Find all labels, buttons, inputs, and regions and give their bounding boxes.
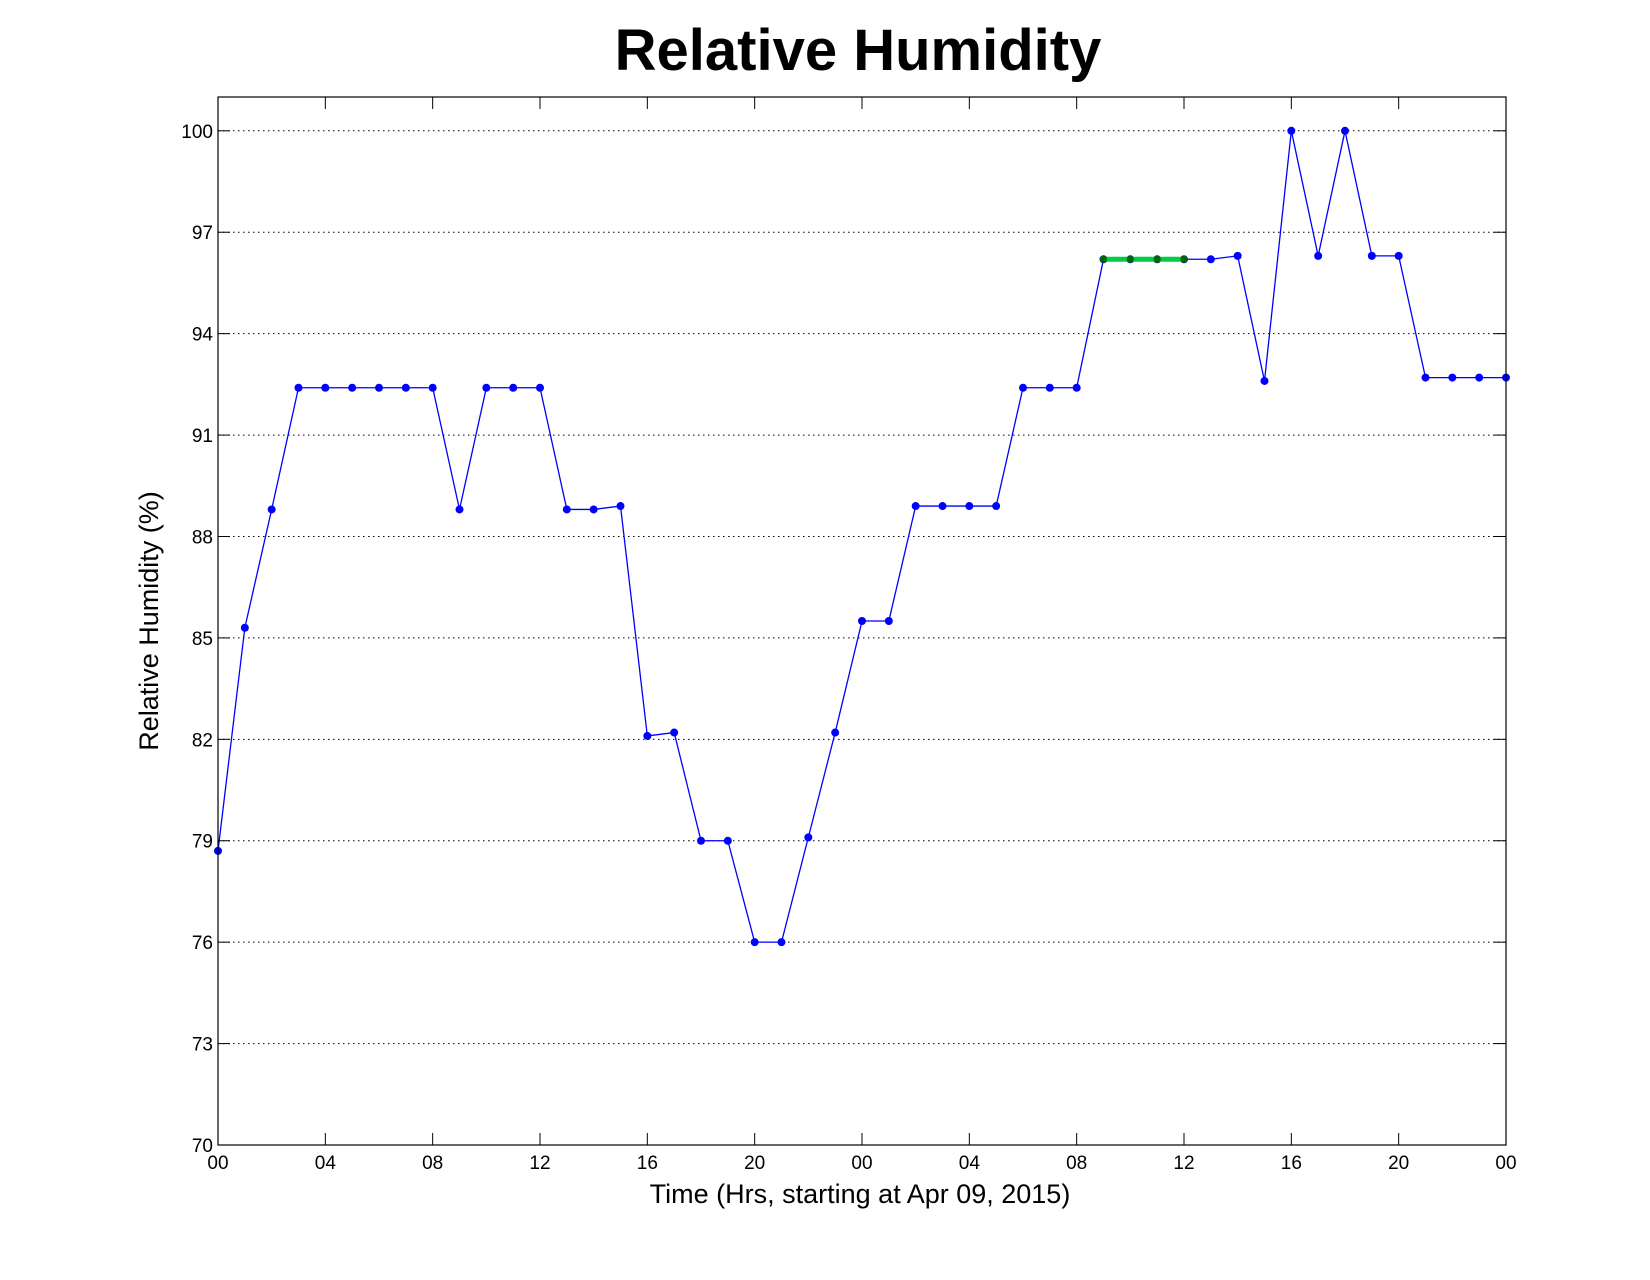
y-tick-label: 100: [181, 122, 213, 143]
x-axis-label: Time (Hrs, starting at Apr 09, 2015): [650, 1179, 1071, 1209]
data-point: [1260, 376, 1269, 385]
data-point: [375, 383, 383, 392]
data-point: [938, 502, 947, 511]
y-tick-label: 91: [192, 426, 213, 447]
x-tick-label: 20: [1388, 1153, 1409, 1174]
data-point: [1394, 251, 1403, 260]
data-point: [267, 505, 276, 514]
data-point: [294, 383, 303, 392]
y-tick-label: 76: [192, 933, 213, 954]
data-point: [1314, 251, 1323, 260]
data-point: [670, 728, 679, 737]
data-point: [1287, 126, 1296, 135]
y-tick-label: 97: [192, 223, 213, 244]
data-point: [777, 938, 786, 947]
data-point: [1367, 251, 1376, 260]
data-point: [321, 383, 330, 392]
x-tick-label: 20: [744, 1153, 765, 1174]
data-point: [589, 505, 598, 514]
y-tick-label: 85: [192, 629, 213, 650]
data-point: [697, 836, 705, 845]
x-tick-label: 16: [637, 1153, 658, 1174]
series-layer: [214, 126, 1510, 947]
data-point: [911, 502, 920, 511]
data-point: [1448, 373, 1457, 382]
data-point: [348, 383, 357, 392]
highlight-data-point: [1099, 255, 1108, 263]
y-axis-label: Relative Humidity (%): [134, 491, 164, 751]
x-tick-label: 12: [1173, 1153, 1194, 1174]
y-tick-label: 94: [192, 325, 214, 346]
data-point: [831, 728, 840, 737]
data-point: [858, 617, 866, 625]
highlight-data-point: [1180, 255, 1188, 263]
data-point: [562, 505, 571, 514]
data-point: [455, 505, 464, 514]
x-tick-label: 16: [1281, 1153, 1302, 1174]
data-point: [643, 731, 652, 740]
data-point: [1072, 383, 1081, 392]
x-tick-label: 00: [1495, 1153, 1516, 1174]
data-point: [1233, 251, 1242, 260]
x-tick-label: 00: [207, 1153, 228, 1174]
y-tick-label: 73: [192, 1035, 213, 1056]
data-point: [1019, 383, 1027, 392]
y-tick-label: 70: [192, 1136, 213, 1157]
axis-ticks: 70 73 76 79 82 85 88 91 94 97 100 00 04 08 12 16 20 00 04 0…: [181, 97, 1517, 1174]
data-point: [1206, 255, 1215, 264]
data-point: [723, 836, 732, 845]
highlight-data-point: [1126, 255, 1134, 263]
chart-title: Relative Humidity: [615, 18, 1102, 83]
y-tick-label: 79: [192, 832, 213, 853]
data-point: [509, 383, 518, 392]
x-tick-label: 12: [529, 1153, 550, 1174]
x-tick-label: 08: [1066, 1153, 1087, 1174]
data-point: [992, 502, 1001, 511]
data-point: [482, 383, 491, 392]
data-point: [536, 383, 544, 392]
data-point: [240, 623, 249, 632]
data-point: [804, 833, 813, 842]
data-point: [1475, 373, 1484, 382]
x-tick-label: 04: [315, 1153, 337, 1174]
x-tick-label: 04: [959, 1153, 981, 1174]
data-point: [1045, 383, 1054, 392]
data-point: [750, 938, 759, 947]
data-point: [884, 617, 893, 625]
data-point: [401, 383, 410, 392]
data-point: [1341, 126, 1349, 135]
data-point: [1421, 373, 1430, 382]
data-point: [965, 502, 974, 511]
data-point: [616, 502, 625, 511]
highlight-data-point: [1153, 255, 1161, 263]
x-tick-label: 08: [422, 1153, 443, 1174]
y-tick-label: 88: [192, 527, 213, 548]
data-point: [428, 383, 437, 392]
y-tick-label: 82: [192, 730, 213, 751]
x-tick-label: 00: [851, 1153, 872, 1174]
